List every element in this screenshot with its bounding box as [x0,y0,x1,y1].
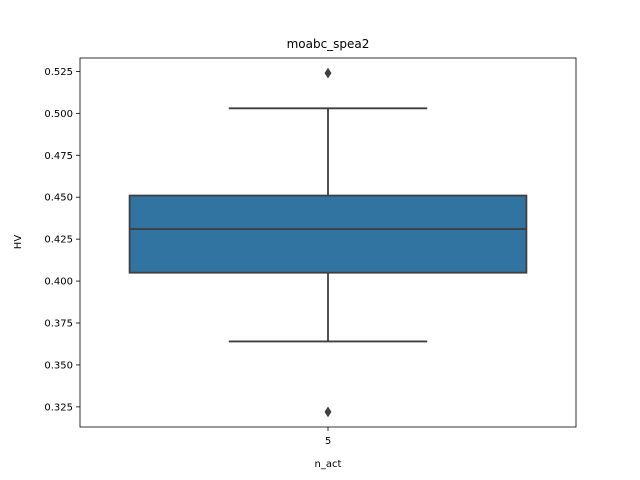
y-tick-label: 0.475 [44,151,73,162]
y-tick-label: 0.500 [44,109,73,120]
y-tick-label: 0.350 [44,360,73,371]
y-axis-label: HV [13,235,24,250]
y-tick-label: 0.400 [44,277,73,288]
y-tick-label: 0.425 [44,235,73,246]
x-axis-label: n_act [315,459,342,470]
x-tick-label: 5 [325,436,331,447]
y-tick-label: 0.375 [44,319,73,330]
outlier-point [324,406,332,418]
iqr-box [128,194,528,274]
outlier-point [324,67,332,79]
y-tick-label: 0.325 [44,402,73,413]
plot-area: 0.325 0.350 0.375 0.400 0.425 0.450 0.475 0.500… [44,57,577,447]
axes-frame [79,57,577,428]
y-tick-label: 0.450 [44,193,73,204]
y-tick-label: 0.525 [44,67,73,78]
chart-title: moabc_spea2 [287,37,370,51]
